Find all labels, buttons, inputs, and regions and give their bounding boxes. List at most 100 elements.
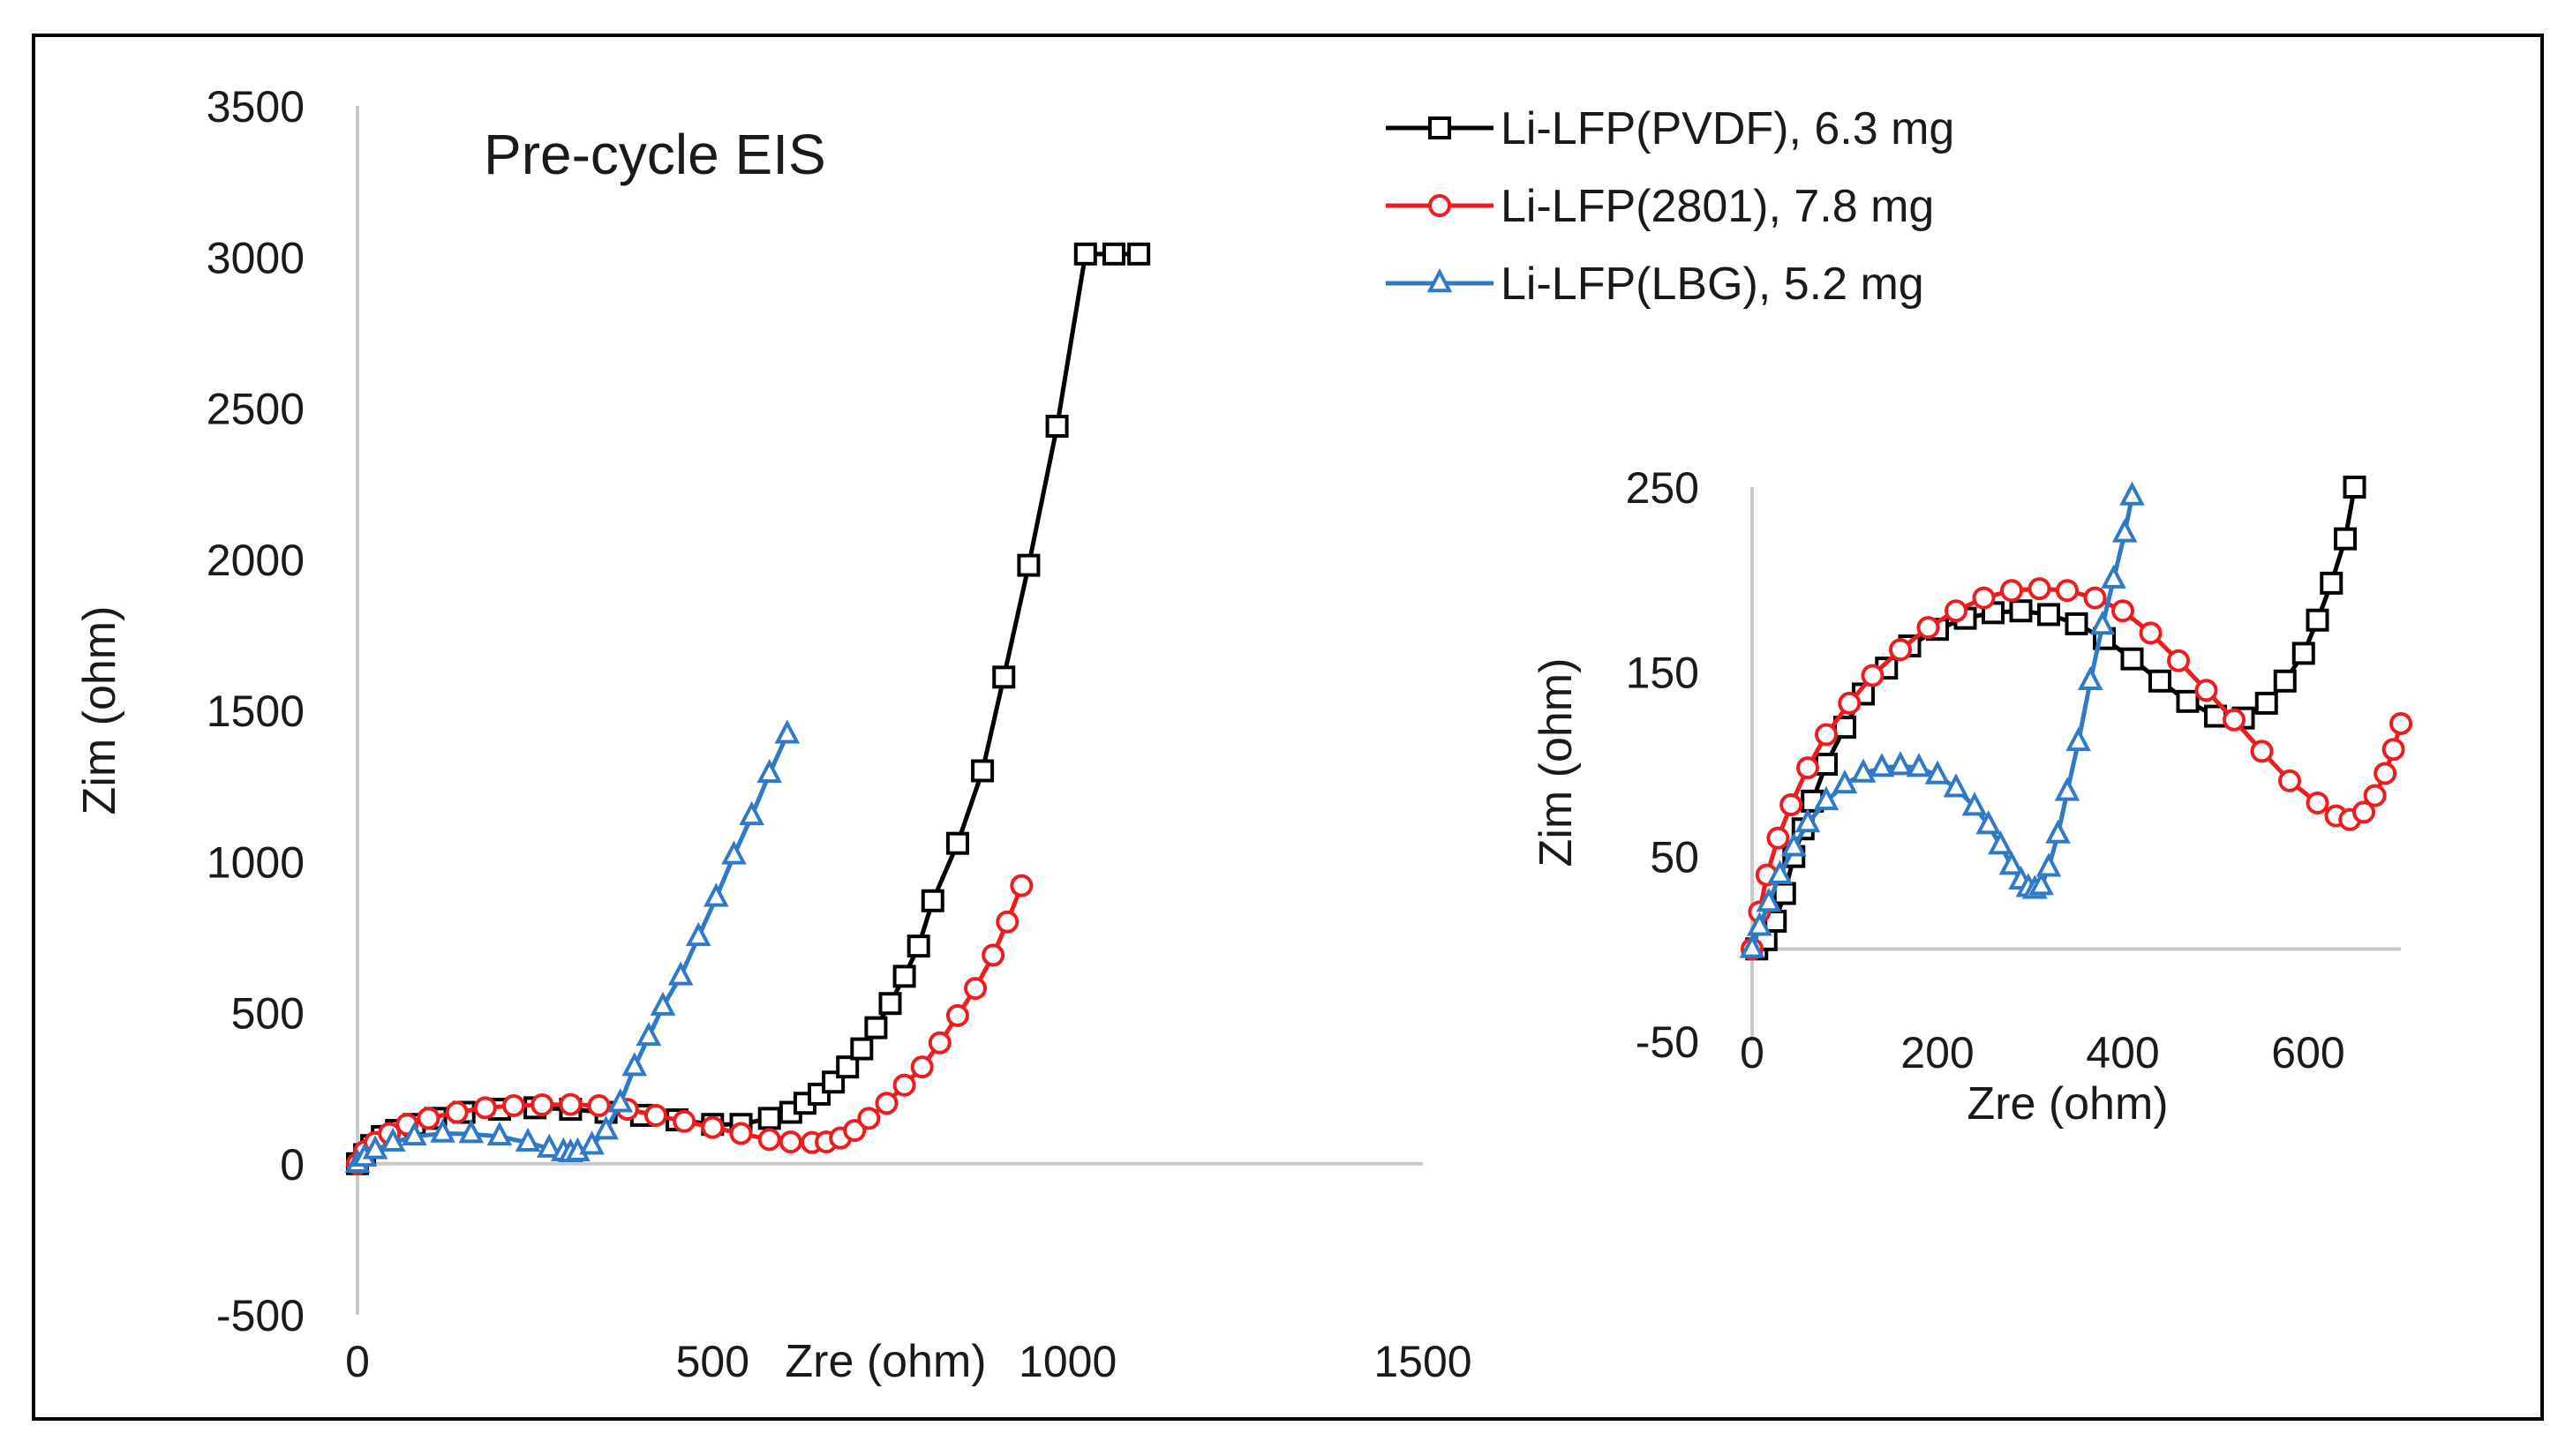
inset-data-point <box>1998 851 2025 875</box>
inset-y-axis-label: Zim (ohm) <box>1531 658 1582 867</box>
legend-label: Li-LFP(2801), 7.8 mg <box>1501 181 1934 232</box>
main-data-point <box>486 1121 513 1146</box>
inset-data-point <box>1972 586 1996 610</box>
inset-y-tick-label: -50 <box>1636 1017 1699 1067</box>
inset-data-point <box>2250 739 2274 763</box>
inset-data-point <box>2077 665 2103 691</box>
inset-data-point <box>2111 599 2134 623</box>
inset-data-point <box>2054 777 2080 801</box>
inset-chart: 250 150 50 -50 0 200 400 600 Zre (ohm) Zim (ohm) <box>1531 463 2412 1130</box>
main-data-point <box>757 1107 781 1130</box>
inset-data-point <box>1838 691 1862 715</box>
main-data-point <box>992 665 1016 689</box>
main-data-point <box>928 1031 952 1054</box>
inset-data-point <box>1815 723 1838 747</box>
main-data-point <box>875 1092 899 1115</box>
inset-series-3 <box>1739 481 2145 958</box>
inset-data-point <box>1975 810 2002 835</box>
inset-data-point <box>2343 476 2366 499</box>
main-data-point <box>1102 242 1125 266</box>
main-data-point <box>559 1092 583 1116</box>
inset-data-point <box>1780 832 1807 857</box>
inset-data-point <box>2111 518 2138 543</box>
main-data-point <box>843 1119 867 1143</box>
main-data-point <box>380 1127 406 1152</box>
inset-data-point <box>1916 616 1940 640</box>
inset-data-point <box>2065 612 2088 635</box>
inset-data-point <box>1850 758 1877 783</box>
legend-item-2: Li-LFP(2801), 7.8 mg <box>1386 181 1934 232</box>
inset-data-point <box>2334 527 2357 551</box>
main-data-point <box>643 1103 667 1127</box>
main-data-point <box>621 1052 648 1077</box>
main-data-point <box>1010 874 1034 897</box>
main-data-point <box>921 889 944 912</box>
main-data-point <box>857 1107 881 1130</box>
main-series-2 <box>346 874 1034 1175</box>
inset-x-tick-label: 400 <box>2086 1028 2159 1077</box>
inset-data-point <box>1794 808 1821 833</box>
main-data-point <box>774 719 801 744</box>
inset-data-point <box>1796 756 1819 780</box>
main-data-point <box>945 831 969 855</box>
main-data-point <box>701 1115 725 1139</box>
main-data-point <box>1127 242 1151 266</box>
main-data-point <box>579 1130 605 1155</box>
legend: Li-LFP(PVDF), 6.3 mg Li-LFP(2801), 7.8 mg… <box>1386 103 1954 310</box>
main-chart-title: Pre-cycle EIS <box>484 123 826 186</box>
inset-data-point <box>2320 571 2344 595</box>
main-data-point <box>779 1130 802 1154</box>
main-data-point <box>892 964 916 988</box>
legend-label: Li-LFP(PVDF), 6.3 mg <box>1501 103 1954 154</box>
inset-data-point <box>1887 751 1914 776</box>
main-y-tick-label: 1000 <box>207 837 305 887</box>
inset-data-point <box>2389 711 2412 735</box>
inset-data-point <box>2028 871 2054 896</box>
main-data-point <box>362 1135 388 1160</box>
inset-data-point <box>2363 784 2387 807</box>
main-data-point <box>430 1118 455 1143</box>
main-data-point <box>530 1092 554 1116</box>
main-data-point <box>636 1021 662 1047</box>
inset-data-point <box>2000 579 2023 603</box>
main-data-point <box>850 1037 874 1061</box>
main-data-point <box>739 800 764 826</box>
inset-data-point <box>2045 819 2071 844</box>
inset-data-point <box>2009 599 2033 623</box>
inset-data-point <box>1889 638 1912 662</box>
inset-x-tick-label: 200 <box>1900 1028 1974 1077</box>
main-data-point <box>907 934 930 958</box>
main-data-point <box>757 1128 781 1152</box>
main-data-point <box>971 759 995 783</box>
inset-data-point <box>1869 753 1895 777</box>
figure-border <box>32 34 2544 1421</box>
main-data-point <box>685 921 711 947</box>
inset-data-point <box>1766 826 1790 850</box>
main-x-tick-label: 1000 <box>1019 1337 1117 1386</box>
main-data-point <box>593 1115 619 1140</box>
inset-data-point <box>2056 579 2079 603</box>
main-x-tick-label: 500 <box>676 1337 749 1386</box>
main-data-point <box>445 1100 469 1124</box>
inset-data-point <box>2273 669 2297 693</box>
main-data-point <box>945 1003 969 1027</box>
inset-data-point <box>2028 577 2051 601</box>
inset-data-point <box>2083 586 2107 610</box>
main-data-point <box>1045 415 1069 439</box>
inset-data-point <box>2035 852 2062 877</box>
main-y-tick-label: 3000 <box>207 233 305 282</box>
main-y-tick-label: 3500 <box>207 82 305 131</box>
main-x-axis-label: Zre (ohm) <box>785 1336 986 1387</box>
main-data-point <box>536 1133 562 1158</box>
inset-data-point <box>2194 679 2218 702</box>
inset-data-point <box>2306 791 2329 814</box>
main-data-point <box>1017 553 1041 577</box>
inset-data-point <box>1924 760 1951 784</box>
main-y-tick-label: 500 <box>231 989 305 1039</box>
inset-x-tick-label: 0 <box>1740 1028 1764 1077</box>
main-y-tick-label: 2500 <box>207 385 305 434</box>
inset-data-point <box>1767 859 1793 884</box>
main-data-point <box>964 977 988 1001</box>
inset-data-point <box>1739 934 1765 958</box>
